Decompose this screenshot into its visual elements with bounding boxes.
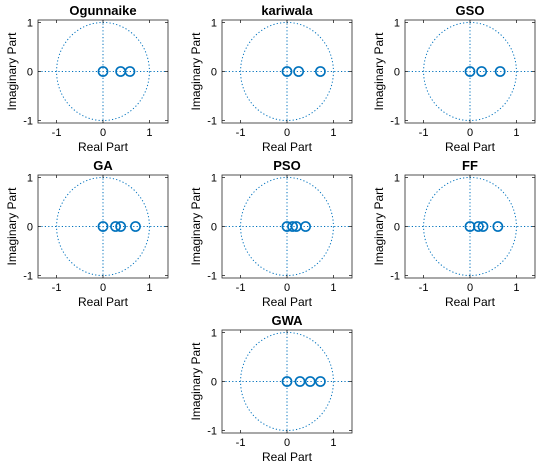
x-tick-label: 0 — [100, 127, 106, 139]
zero-marker — [287, 221, 298, 232]
y-axis-label: Imaginary Part — [189, 187, 203, 266]
zero-marker — [464, 66, 476, 77]
subplot-title: GA — [93, 158, 113, 173]
x-tick-label: 0 — [100, 282, 106, 294]
subplot-gso: -1 0 1 -1 0 1 GSO Real Part Imaginary Part — [372, 3, 536, 154]
subplot-ga: -1 0 1 -1 0 1 GA Real Part Imaginary Part — [5, 158, 169, 309]
y-axis-label: Imaginary Part — [5, 32, 19, 111]
zero-marker — [281, 66, 293, 77]
x-tick-label: -1 — [236, 282, 246, 294]
zero-marker — [300, 221, 311, 232]
subplot-title: kariwala — [261, 3, 313, 18]
y-tick-label: -1 — [23, 271, 33, 283]
y-tick-label: 1 — [211, 17, 217, 29]
subplot-kariwala: -1 0 1 -1 0 1 kariwala Real Part Imaginary Part — [189, 3, 353, 154]
y-tick-label: -1 — [23, 116, 33, 128]
x-tick-label: -1 — [419, 127, 429, 139]
x-tick-label: 1 — [513, 127, 519, 139]
y-axis-label: Imaginary Part — [189, 342, 203, 421]
zero-marker — [293, 66, 305, 77]
zero-marker — [477, 221, 489, 232]
subplot-title: PSO — [273, 158, 300, 173]
y-tick-label: 0 — [211, 377, 217, 389]
zero-marker — [294, 376, 306, 387]
x-tick-label: -1 — [236, 127, 246, 139]
y-tick-label: 0 — [27, 67, 33, 79]
zero-marker — [304, 376, 316, 387]
x-tick-label: 1 — [146, 282, 152, 294]
x-axis-label: Real Part — [78, 295, 129, 309]
zero-marker — [130, 221, 141, 232]
x-axis-label: Real Part — [78, 140, 129, 154]
zero-marker — [464, 221, 476, 232]
x-tick-label: 1 — [330, 437, 336, 449]
x-tick-label: 0 — [284, 282, 290, 294]
subplot-title: Ogunnaike — [69, 3, 136, 18]
x-axis-label: Real Part — [262, 295, 313, 309]
x-axis-label: Real Part — [262, 450, 313, 464]
y-tick-label: 1 — [27, 17, 33, 29]
zero-marker — [110, 221, 121, 232]
x-axis-label: Real Part — [262, 140, 313, 154]
y-tick-label: 1 — [211, 327, 217, 339]
x-tick-label: 1 — [330, 127, 336, 139]
zero-marker — [115, 221, 127, 232]
x-tick-label: 1 — [513, 282, 519, 294]
x-axis-label: Real Part — [445, 295, 496, 309]
y-tick-label: 1 — [394, 17, 400, 29]
x-tick-label: 1 — [146, 127, 152, 139]
subplot-pso: -1 0 1 -1 0 1 PSO Real Part Imaginary Part — [189, 158, 353, 309]
x-tick-label: 0 — [467, 127, 473, 139]
y-tick-label: 0 — [394, 67, 400, 79]
y-tick-label: 0 — [394, 222, 400, 234]
y-tick-label: 1 — [394, 172, 400, 184]
x-tick-label: -1 — [52, 282, 62, 294]
x-tick-label: -1 — [52, 127, 62, 139]
y-axis-label: Imaginary Part — [372, 32, 386, 111]
zero-marker — [315, 376, 326, 387]
zero-marker — [97, 66, 109, 77]
zero-marker — [124, 66, 136, 77]
y-tick-label: -1 — [207, 116, 217, 128]
zero-marker — [476, 66, 488, 77]
y-tick-label: 0 — [27, 222, 33, 234]
y-tick-label: 1 — [211, 172, 217, 184]
y-axis-label: Imaginary Part — [372, 187, 386, 266]
subplot-title: FF — [462, 158, 478, 173]
x-axis-label: Real Part — [445, 140, 496, 154]
x-tick-label: -1 — [419, 282, 429, 294]
y-tick-label: -1 — [207, 271, 217, 283]
y-tick-label: -1 — [390, 116, 400, 128]
y-axis-label: Imaginary Part — [189, 32, 203, 111]
subplot-title: GWA — [271, 313, 303, 328]
zero-marker — [315, 66, 326, 77]
y-tick-label: 0 — [211, 67, 217, 79]
x-tick-label: 0 — [284, 127, 290, 139]
subplot-ogunnaike: -1 0 1 -1 0 1 Ogunnaike Real Part Imaginary Part — [5, 3, 169, 154]
y-tick-label: 0 — [211, 222, 217, 234]
subplot-title: GSO — [456, 3, 485, 18]
subplot-ff: -1 0 1 -1 0 1 FF Real Part Imaginary Part — [372, 158, 536, 309]
x-tick-label: 0 — [284, 437, 290, 449]
y-tick-label: 1 — [27, 172, 33, 184]
y-tick-label: -1 — [390, 271, 400, 283]
zero-marker — [492, 221, 504, 232]
x-tick-label: -1 — [236, 437, 246, 449]
zero-marker — [472, 221, 484, 232]
y-tick-label: -1 — [207, 426, 217, 438]
y-axis-label: Imaginary Part — [5, 187, 19, 266]
subplot-gwa: -1 0 1 -1 0 1 GWA Real Part Imaginary Part — [189, 313, 353, 464]
zero-marker — [281, 376, 293, 387]
x-tick-label: 1 — [330, 282, 336, 294]
x-tick-label: 0 — [467, 282, 473, 294]
zero-marker — [494, 66, 506, 77]
zero-marker — [97, 221, 109, 232]
